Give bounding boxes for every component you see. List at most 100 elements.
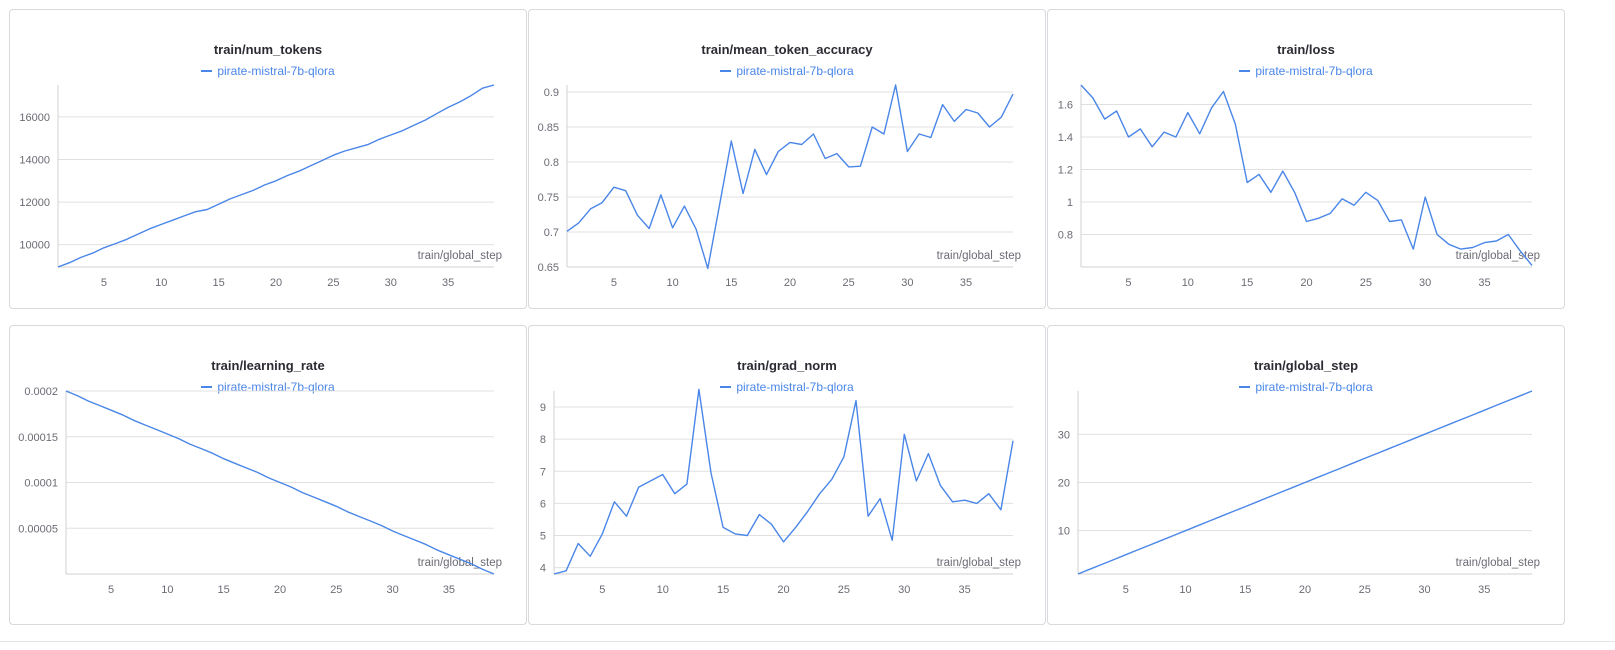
data-point[interactable]	[853, 398, 859, 404]
data-point[interactable]	[1218, 513, 1224, 519]
data-point[interactable]	[1387, 219, 1393, 225]
data-point[interactable]	[288, 484, 294, 490]
data-point[interactable]	[1206, 518, 1212, 524]
data-point[interactable]	[1197, 131, 1203, 137]
data-point[interactable]	[97, 403, 103, 409]
data-point[interactable]	[1302, 480, 1308, 486]
data-point[interactable]	[216, 201, 222, 207]
data-point[interactable]	[388, 132, 394, 138]
data-point[interactable]	[805, 508, 811, 514]
data-point[interactable]	[1290, 484, 1296, 490]
data-point[interactable]	[793, 524, 799, 530]
data-point[interactable]	[950, 499, 956, 505]
data-point[interactable]	[1010, 91, 1016, 97]
data-point[interactable]	[1529, 388, 1535, 394]
data-point[interactable]	[928, 135, 934, 141]
data-point[interactable]	[86, 398, 92, 404]
data-point[interactable]	[412, 537, 418, 543]
data-point[interactable]	[1375, 197, 1381, 203]
data-point[interactable]	[1075, 571, 1081, 577]
data-point[interactable]	[1171, 533, 1177, 539]
data-point[interactable]	[399, 128, 405, 134]
data-point[interactable]	[170, 217, 176, 223]
data-point[interactable]	[204, 207, 210, 213]
data-point[interactable]	[1493, 402, 1499, 408]
data-point[interactable]	[296, 168, 302, 174]
series-line[interactable]	[1080, 84, 1533, 266]
data-point[interactable]	[209, 450, 215, 456]
data-point[interactable]	[266, 475, 272, 481]
chart-panel-mean-token-accuracy[interactable]: train/mean_token_accuracy pirate-mistral-…	[528, 9, 1046, 309]
data-point[interactable]	[353, 145, 359, 151]
data-point[interactable]	[446, 552, 452, 558]
data-point[interactable]	[401, 533, 407, 539]
data-point[interactable]	[285, 173, 291, 179]
data-point[interactable]	[1278, 489, 1284, 495]
data-point[interactable]	[623, 188, 629, 194]
data-point[interactable]	[1457, 417, 1463, 423]
data-point[interactable]	[889, 537, 895, 543]
data-point[interactable]	[696, 386, 702, 392]
data-point[interactable]	[356, 513, 362, 519]
data-point[interactable]	[720, 524, 726, 530]
data-point[interactable]	[1434, 232, 1440, 238]
data-point[interactable]	[319, 158, 325, 164]
data-point[interactable]	[1422, 194, 1428, 200]
data-point[interactable]	[1445, 422, 1451, 428]
chart-plot[interactable]: 4 5 6 7 8 9 5 10 15 20 25 30 35 train/global_step	[529, 326, 1047, 626]
data-point[interactable]	[176, 436, 182, 442]
data-point[interactable]	[147, 226, 153, 232]
data-point[interactable]	[986, 491, 992, 497]
data-point[interactable]	[262, 182, 268, 188]
data-point[interactable]	[445, 104, 451, 110]
data-point[interactable]	[857, 163, 863, 169]
data-point[interactable]	[1220, 89, 1226, 95]
data-point[interactable]	[636, 484, 642, 490]
data-point[interactable]	[1102, 116, 1108, 122]
data-point[interactable]	[333, 503, 339, 509]
data-point[interactable]	[131, 417, 137, 423]
data-point[interactable]	[904, 149, 910, 155]
data-point[interactable]	[998, 114, 1004, 120]
data-point[interactable]	[1363, 189, 1369, 195]
data-point[interactable]	[1422, 431, 1428, 437]
data-point[interactable]	[435, 547, 441, 553]
data-point[interactable]	[975, 110, 981, 116]
data-point[interactable]	[611, 184, 617, 190]
chart-legend[interactable]: pirate-mistral-7b-qlora	[1048, 380, 1564, 394]
data-point[interactable]	[728, 138, 734, 144]
data-point[interactable]	[822, 156, 828, 162]
data-point[interactable]	[1327, 210, 1333, 216]
data-point[interactable]	[877, 496, 883, 502]
data-point[interactable]	[89, 250, 95, 256]
data-point[interactable]	[67, 260, 73, 266]
data-point[interactable]	[1446, 241, 1452, 247]
data-point[interactable]	[834, 151, 840, 157]
data-point[interactable]	[1398, 217, 1404, 223]
data-point[interactable]	[307, 163, 313, 169]
data-point[interactable]	[250, 187, 256, 193]
data-point[interactable]	[768, 521, 774, 527]
chart-plot[interactable]: 0.8 1 1.2 1.4 1.6 5 10 15 20 25 30 35 train/global_s…	[1048, 10, 1566, 310]
data-point[interactable]	[1078, 82, 1084, 88]
data-point[interactable]	[1090, 95, 1096, 101]
data-point[interactable]	[311, 494, 317, 500]
data-point[interactable]	[576, 220, 582, 226]
data-point[interactable]	[1493, 238, 1499, 244]
data-point[interactable]	[869, 124, 875, 130]
data-point[interactable]	[164, 431, 170, 437]
data-point[interactable]	[1292, 189, 1298, 195]
series-line[interactable]	[566, 84, 1014, 270]
chart-panel-grad-norm[interactable]: train/grad_norm pirate-mistral-7b-qlora 4 5…	[528, 325, 1046, 625]
data-point[interactable]	[764, 172, 770, 178]
data-point[interactable]	[599, 200, 605, 206]
data-point[interactable]	[112, 241, 118, 247]
data-point[interactable]	[684, 481, 690, 487]
data-point[interactable]	[108, 407, 114, 413]
data-point[interactable]	[1195, 523, 1201, 529]
data-point[interactable]	[811, 131, 817, 137]
data-point[interactable]	[672, 491, 678, 497]
data-point[interactable]	[434, 111, 440, 117]
data-point[interactable]	[491, 82, 497, 88]
